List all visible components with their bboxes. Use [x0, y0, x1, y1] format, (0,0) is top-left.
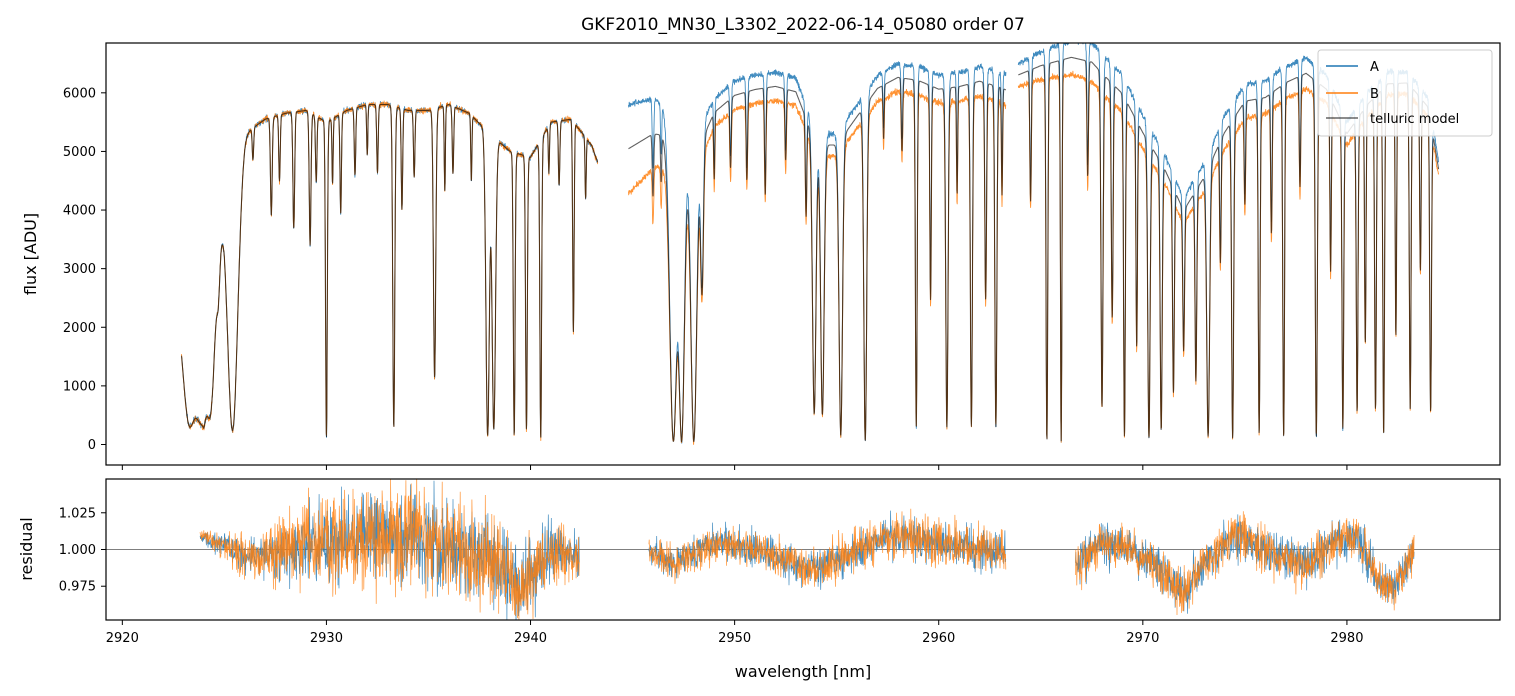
flux-y-axis-label: flux [ADU]	[21, 213, 40, 295]
residual-y-tick-label: 1.000	[59, 543, 96, 558]
legend-telluric-label: telluric model	[1370, 112, 1459, 127]
x-tick-label: 2920	[106, 631, 139, 646]
x-tick-label: 2950	[718, 631, 751, 646]
legend-box	[1317, 49, 1493, 137]
telluric-model-line-segment-1	[628, 76, 1007, 443]
flux-y-tick-label: 6000	[63, 86, 96, 101]
x-axis-label: wavelength [nm]	[735, 662, 872, 681]
legend-b-label: B	[1370, 87, 1379, 102]
x-tick-label: 2980	[1330, 631, 1363, 646]
flux-y-tick-label: 5000	[63, 145, 96, 160]
residual-plot-area	[106, 479, 1500, 620]
residual-y-axis-label: residual	[17, 517, 36, 580]
flux-y-tick-label: 1000	[63, 379, 96, 394]
flux-axes-frame	[105, 42, 1501, 466]
x-tick-label: 2940	[514, 631, 547, 646]
x-tick-label: 2960	[922, 631, 955, 646]
residual-y-tick-label: 1.025	[59, 506, 96, 521]
residual-b-line-segment-2	[1075, 511, 1415, 616]
legend: A B telluric model	[1317, 49, 1493, 137]
legend-a-label: A	[1370, 60, 1379, 75]
chart-title: GKF2010_MN30_L3302_2022-06-14_05080 orde…	[581, 15, 1025, 35]
flux-y-tick-label: 4000	[63, 204, 96, 219]
flux-y-tick-label: 2000	[63, 321, 96, 336]
x-tick-label: 2970	[1126, 631, 1159, 646]
residual-b-line-segment-0	[199, 479, 580, 620]
residual-y-tick-label: 0.975	[59, 580, 96, 595]
telluric-model-line-segment-0	[180, 103, 599, 438]
flux-y-tick-label: 0	[88, 438, 96, 453]
flux-y-tick-label: 3000	[63, 262, 96, 277]
x-tick-label: 2930	[310, 631, 343, 646]
residual-b-line-segment-1	[648, 508, 1007, 588]
